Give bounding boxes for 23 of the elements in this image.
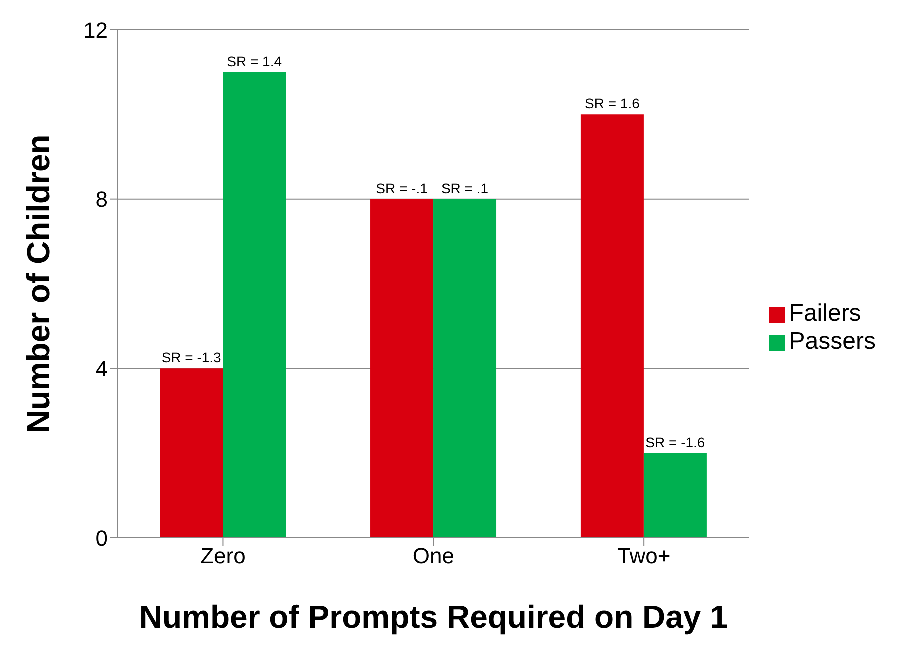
annotation: SR = 1.6 <box>585 96 640 112</box>
annotation: SR = -1.6 <box>646 434 706 450</box>
y-tick-label: 12 <box>84 18 108 43</box>
legend-label: Failers <box>789 300 862 327</box>
x-axis-title: Number of Prompts Required on Day 1 <box>139 599 728 635</box>
annotation: SR = -1.3 <box>162 350 222 366</box>
bar <box>434 199 497 538</box>
bar <box>160 368 224 538</box>
x-tick-label: One <box>412 544 454 569</box>
x-tick-label: Zero <box>200 544 246 569</box>
annotation: SR = .1 <box>441 180 489 196</box>
x-tick-label: Two+ <box>617 544 671 569</box>
bar <box>370 199 434 538</box>
bar <box>580 114 644 538</box>
bar <box>644 453 707 538</box>
y-axis-title: Number of Children <box>20 134 56 434</box>
y-tick-label: 0 <box>96 526 108 551</box>
legend-label: Passers <box>789 328 876 355</box>
bar <box>223 72 286 538</box>
annotation: SR = 1.4 <box>227 53 282 70</box>
annotation: SR = -.1 <box>376 180 428 196</box>
y-tick-label: 4 <box>96 356 108 382</box>
y-tick-label: 8 <box>96 187 108 212</box>
